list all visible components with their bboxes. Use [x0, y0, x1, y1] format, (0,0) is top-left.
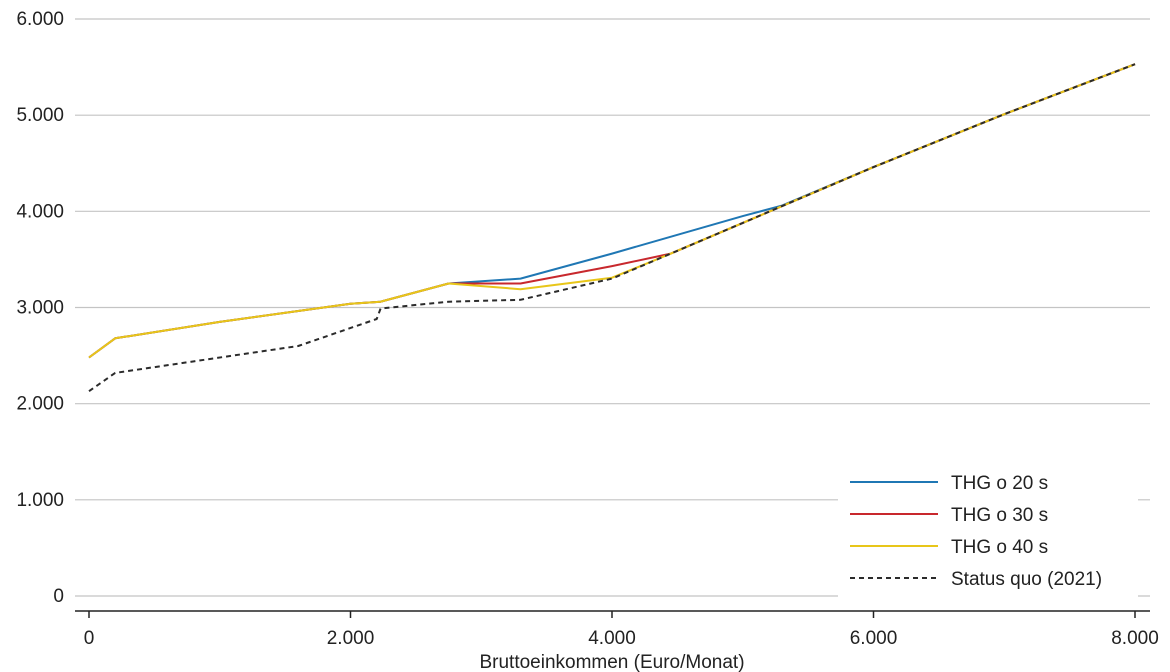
- y-tick-label: 1.000: [16, 490, 64, 511]
- series-line-4: [88, 63, 1136, 393]
- x-tick-labels: 0 2.000 4.000 6.000 8.000: [84, 628, 1159, 649]
- y-tick-label: 2.000: [16, 394, 64, 415]
- legend-label: THG o 30 s: [951, 505, 1048, 526]
- legend-label: THG o 40 s: [951, 537, 1048, 558]
- x-tick-label: 0: [84, 628, 95, 649]
- x-axis-title: Bruttoeinkommen (Euro/Monat): [479, 652, 744, 672]
- x-tick-label: 4.000: [588, 628, 636, 649]
- y-tick-label: 3.000: [16, 298, 64, 319]
- x-tick-label: 6.000: [850, 628, 898, 649]
- legend-label: THG o 20 s: [951, 473, 1048, 494]
- x-tick-label: 2.000: [327, 628, 375, 649]
- y-tick-label: 0: [53, 586, 64, 607]
- x-tick-label: 8.000: [1111, 628, 1159, 649]
- legend-label: Status quo (2021): [951, 569, 1102, 590]
- legend: THG o 20 s THG o 30 s THG o 40 s Status quo…: [838, 462, 1138, 602]
- series-lines: [88, 63, 1136, 393]
- x-axis: [75, 610, 1150, 618]
- y-tick-label: 6.000: [16, 9, 64, 30]
- y-tick-label: 5.000: [16, 105, 64, 126]
- y-tick-label: 4.000: [16, 201, 64, 222]
- y-tick-labels: 0 1.000 2.000 3.000 4.000 5.000 6.000: [16, 9, 64, 607]
- gridlines: [75, 18, 1150, 597]
